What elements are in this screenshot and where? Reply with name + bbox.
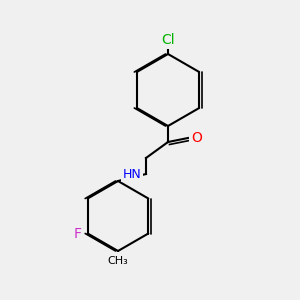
Text: Cl: Cl <box>161 33 175 47</box>
Text: CH₃: CH₃ <box>108 256 128 266</box>
Text: HN: HN <box>123 167 141 181</box>
Text: O: O <box>192 131 203 145</box>
Text: F: F <box>74 226 82 241</box>
